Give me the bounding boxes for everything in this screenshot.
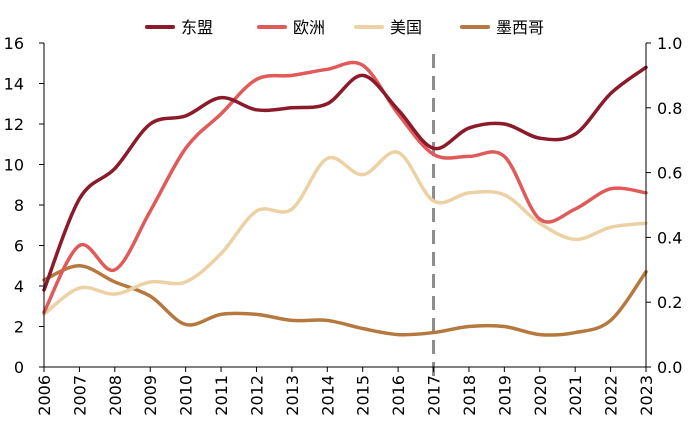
y-left-tick-label: 10 [4, 156, 24, 175]
x-tick-label: 2021 [566, 375, 585, 416]
series-line-2 [42, 60, 648, 315]
x-tick-label: 2010 [177, 375, 196, 416]
x-tick-label: 2022 [602, 375, 621, 416]
chart-legend: 东盟 欧洲 美国 墨西哥 [145, 18, 544, 37]
x-tick-label: 2012 [247, 375, 266, 416]
y-right-tick-label: 1.0 [657, 34, 682, 53]
x-tick-label: 2007 [70, 375, 89, 416]
y-left-tick-label: 12 [4, 115, 24, 134]
series-group [42, 60, 648, 337]
legend-label-4: 墨西哥 [496, 18, 544, 37]
y-left-tick-label: 16 [4, 34, 24, 53]
x-axis-ticks: 2006 2007 2008 2009 2010 2011 2012 2013 2014 2015… [35, 367, 656, 416]
y-axis-right-ticks: 0.0 0.2 0.4 0.6 0.8 1.0 [646, 34, 682, 377]
y-left-tick-label: 6 [14, 237, 24, 256]
y-right-tick-label: 0.8 [657, 99, 682, 118]
x-tick-label: 2023 [637, 375, 656, 416]
y-right-tick-label: 0.2 [657, 293, 682, 312]
axes-group [43, 43, 647, 368]
series-line-3 [42, 150, 648, 317]
legend-label-3: 美国 [390, 18, 422, 37]
x-tick-label: 2018 [460, 375, 479, 416]
x-tick-label: 2016 [389, 375, 408, 416]
x-tick-label: 2013 [283, 375, 302, 416]
x-tick-label: 2015 [354, 375, 373, 416]
x-tick-label: 2008 [106, 375, 125, 416]
legend-label-1: 东盟 [181, 18, 213, 37]
series-line-1 [42, 65, 648, 292]
y-axis-left-ticks: 0 2 4 6 8 10 12 14 16 [4, 34, 44, 377]
y-left-tick-label: 2 [14, 318, 24, 337]
legend-label-2: 欧洲 [293, 18, 325, 37]
x-tick-label: 2019 [495, 375, 514, 416]
y-right-tick-label: 0.6 [657, 164, 682, 183]
y-left-tick-label: 8 [14, 196, 24, 215]
y-left-tick-label: 4 [14, 277, 24, 296]
y-left-tick-label: 14 [4, 75, 24, 94]
x-tick-label: 2017 [425, 375, 444, 416]
y-left-tick-label: 0 [14, 358, 24, 377]
x-tick-label: 2014 [318, 375, 337, 416]
y-right-tick-label: 0.0 [657, 358, 682, 377]
x-tick-label: 2009 [141, 375, 160, 416]
series-line-4 [42, 263, 648, 337]
x-tick-label: 2006 [35, 375, 54, 416]
x-tick-label: 2011 [212, 375, 231, 416]
x-tick-label: 2020 [531, 375, 550, 416]
y-right-tick-label: 0.4 [657, 228, 682, 247]
